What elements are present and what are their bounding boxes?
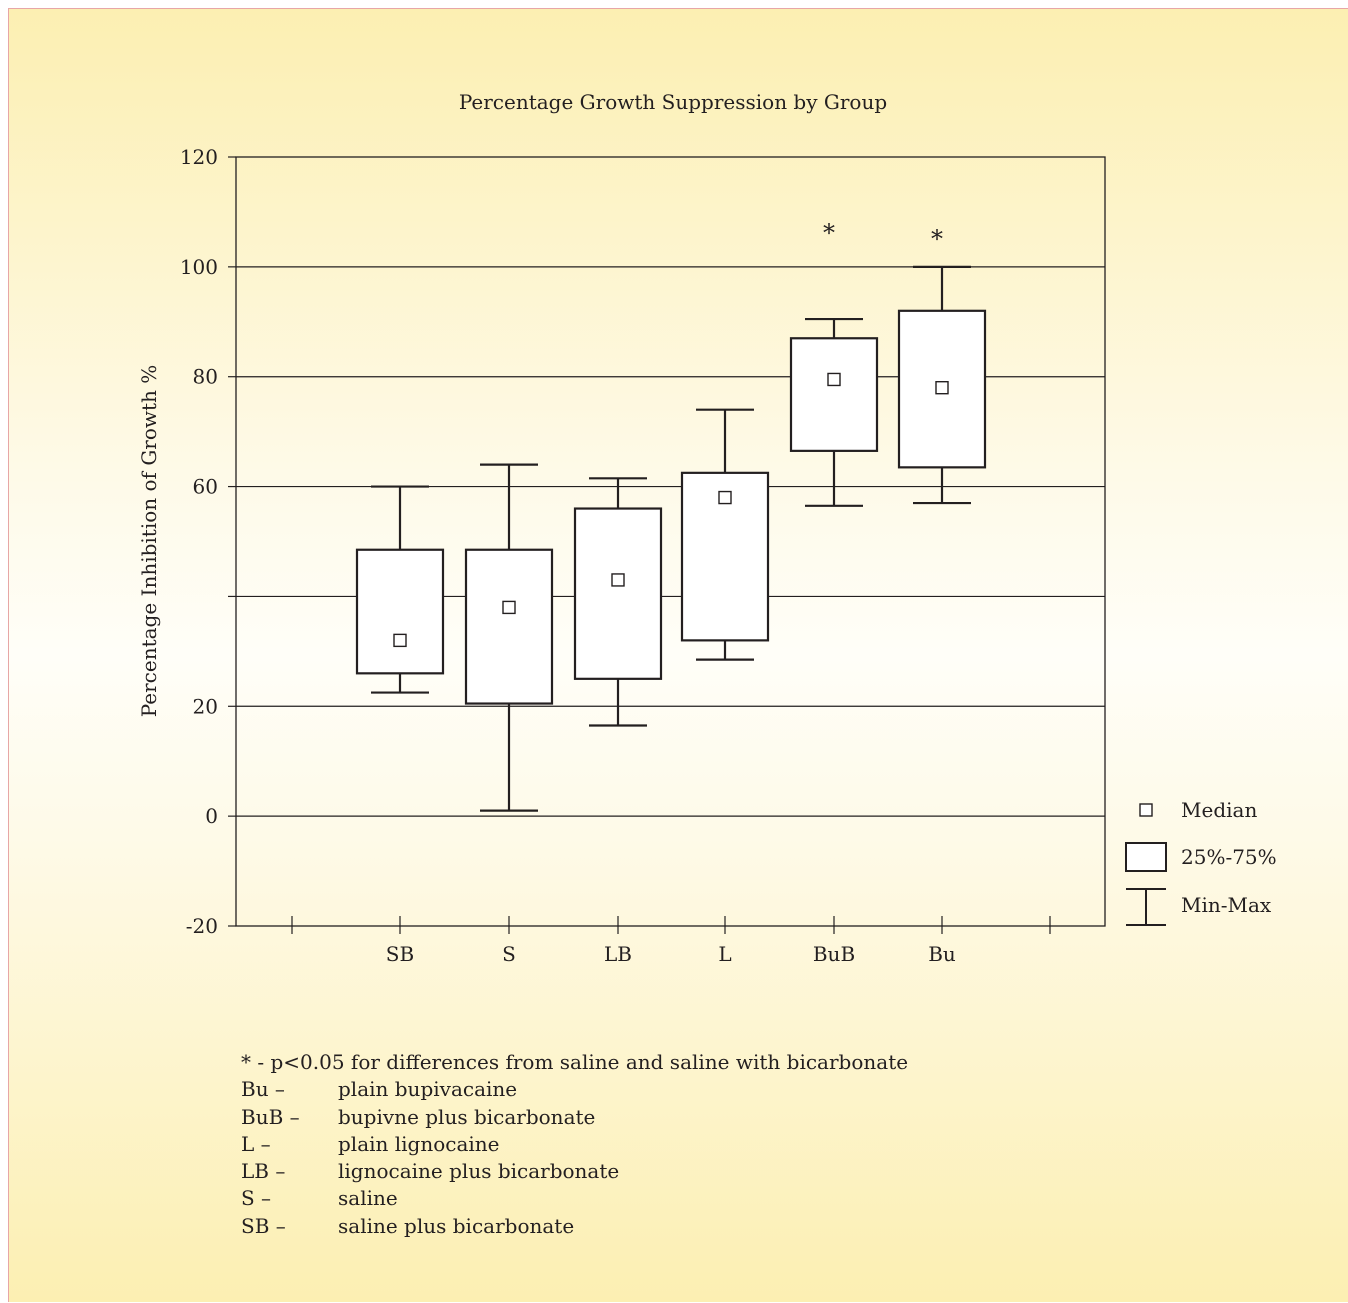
plot-frame — [235, 156, 1106, 927]
chart-title: Percentage Growth Suppression by Group — [459, 90, 887, 114]
x-tick-label: LB — [604, 942, 632, 966]
abbreviation-value: bupivne plus bicarbonate — [338, 1104, 596, 1129]
abbreviation-key: L – — [241, 1131, 271, 1156]
abbreviation-key: Bu – — [241, 1077, 285, 1102]
abbreviation-value: plain lignocaine — [338, 1131, 500, 1156]
abbreviation-row: S – saline — [241, 1185, 908, 1212]
abbreviation-row: SB – saline plus bicarbonate — [241, 1213, 908, 1240]
abbreviation-list: Bu – plain bupivacaine BuB – bupivne plus b… — [241, 1076, 908, 1240]
legend-median-swatch — [1139, 803, 1153, 817]
abbreviation-key: LB – — [241, 1159, 286, 1184]
y-tick-label: 0 — [205, 804, 218, 828]
x-tick-label: Bu — [928, 942, 956, 966]
iqr-box — [464, 548, 554, 705]
abbreviation-row: L – plain lignocaine — [241, 1131, 908, 1158]
legend-box-swatch — [1125, 842, 1167, 872]
x-tick-label: L — [718, 942, 731, 966]
abbreviation-row: BuB – bupivne plus bicarbonate — [241, 1104, 908, 1131]
figure-notes: * - p<0.05 for differences from saline a… — [241, 1049, 908, 1240]
y-tick-label: 20 — [193, 694, 218, 718]
abbreviation-value: lignocaine plus bicarbonate — [338, 1159, 620, 1184]
abbreviation-row: Bu – plain bupivacaine — [241, 1076, 908, 1103]
legend-label: Min-Max — [1181, 893, 1272, 917]
iqr-box — [789, 337, 879, 452]
median-marker — [502, 600, 516, 615]
legend-label: Median — [1181, 798, 1257, 822]
abbreviation-value: saline plus bicarbonate — [338, 1213, 575, 1238]
abbreviation-key: SB – — [241, 1213, 286, 1238]
legend-label: 25%-75% — [1181, 845, 1277, 869]
iqr-box — [573, 507, 663, 680]
x-tick-label: SB — [386, 942, 414, 966]
x-tick-label: S — [502, 942, 516, 966]
median-marker — [827, 372, 841, 387]
abbreviation-value: plain bupivacaine — [338, 1077, 518, 1102]
y-tick-label: 60 — [193, 475, 218, 499]
abbreviation-value: saline — [338, 1186, 398, 1211]
iqr-box — [355, 548, 445, 675]
abbreviation-key: S – — [241, 1186, 272, 1211]
figure-panel: Percentage Growth Suppression by Group Pe… — [8, 8, 1348, 1302]
y-tick-label: 80 — [193, 365, 218, 389]
significance-marker: * — [931, 225, 943, 253]
median-marker — [718, 490, 732, 505]
boxplot-chart: Percentage Growth Suppression by Group Pe… — [137, 90, 1277, 966]
significance-marker: * — [823, 219, 835, 247]
y-axis-label: Percentage Inhibition of Growth % — [137, 365, 161, 718]
significance-note: * - p<0.05 for differences from saline a… — [241, 1050, 909, 1074]
y-tick-label: 120 — [180, 145, 218, 169]
median-marker — [393, 633, 407, 648]
abbreviation-row: LB – lignocaine plus bicarbonate — [241, 1158, 908, 1185]
y-tick-label: 100 — [180, 255, 218, 279]
median-marker — [611, 573, 625, 587]
abbreviation-key: BuB – — [241, 1104, 300, 1129]
median-marker — [935, 381, 949, 395]
y-tick-label: -20 — [186, 914, 218, 938]
x-tick-label: BuB — [813, 942, 855, 966]
